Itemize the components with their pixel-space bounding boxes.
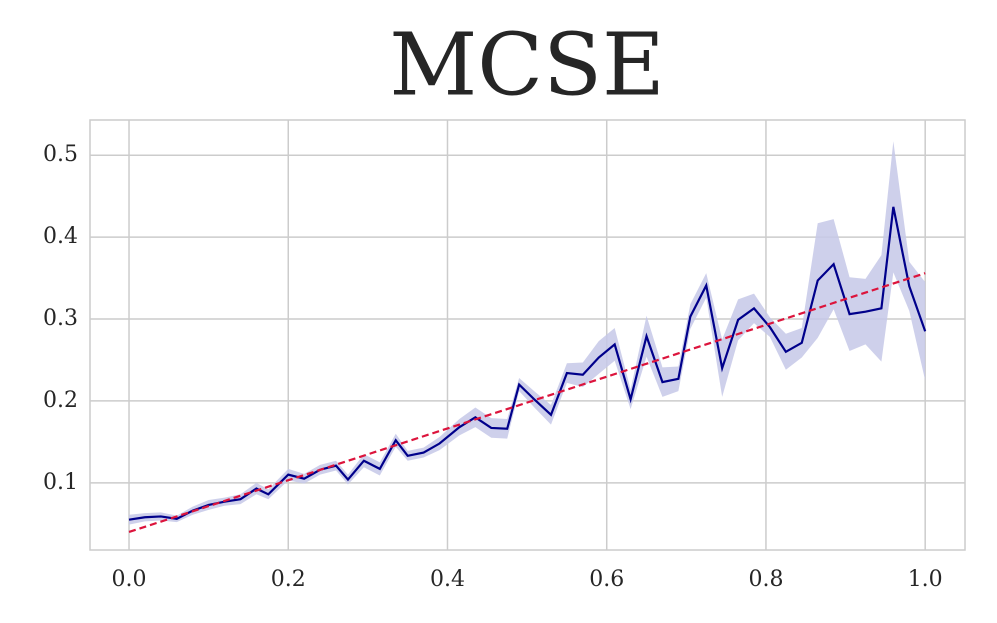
trend-line [128,272,926,534]
x-tick-label: 0.8 [748,567,783,592]
x-tick-label: 0.2 [271,567,306,592]
y-tick-label: 0.1 [43,470,78,495]
x-tick-label: 1.0 [908,567,943,592]
x-tick-label: 0.0 [112,567,147,592]
x-tick-label: 0.4 [430,567,465,592]
y-tick-label: 0.5 [43,142,78,167]
y-tick-label: 0.4 [43,224,78,249]
plot-frame [89,119,966,551]
x-tick-label: 0.6 [589,567,624,592]
confidence-band [129,141,926,525]
data-line [128,206,927,521]
y-tick-label: 0.3 [43,306,78,331]
y-tick-label: 0.2 [43,388,78,413]
chart-title: MCSE [389,16,665,116]
